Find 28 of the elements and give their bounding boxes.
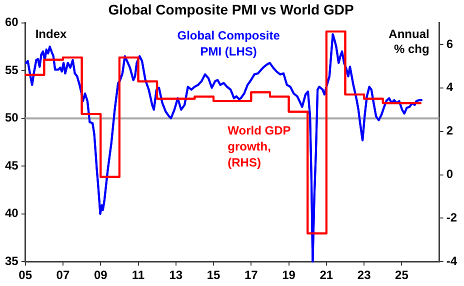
y-tick-label: 40	[4, 206, 19, 220]
x-tick-label: 17	[244, 268, 258, 282]
x-tick-label: 11	[132, 268, 145, 282]
y2-tick-label: 0	[446, 167, 454, 182]
x-tick-label: 09	[94, 268, 108, 282]
x-tick-label: 21	[320, 268, 334, 282]
y2-tick-label: -4	[446, 254, 458, 268]
series-label: World GDP growth, (RHS)	[228, 124, 291, 170]
y2-tick-label: 4	[446, 80, 454, 94]
y2-tick-label: 2	[446, 124, 454, 138]
x-tick-label: 23	[357, 268, 372, 282]
chart-title: Global Composite PMI vs World GDP	[108, 1, 354, 18]
x-tick-label: 19	[282, 268, 296, 282]
y2-tick-label: -2	[446, 210, 458, 224]
x-tick-label: 07	[56, 268, 70, 282]
x-tick-label: 13	[169, 268, 183, 282]
y-tick-label: 60	[4, 15, 19, 30]
y-tick-label: 50	[4, 110, 19, 125]
y-tick-label: 45	[4, 158, 19, 172]
annotation: Annual % chg	[388, 27, 430, 56]
series-label: Global Composite PMI (LHS)	[177, 28, 280, 58]
annotation: Index	[35, 27, 68, 42]
x-tick-label: 15	[206, 268, 221, 282]
y-tick-label: 35	[4, 254, 19, 268]
x-tick-label: 25	[395, 268, 409, 282]
y-tick-label: 55	[4, 62, 19, 77]
y2-tick-label: 6	[446, 36, 454, 51]
x-tick-label: 05	[18, 268, 32, 282]
